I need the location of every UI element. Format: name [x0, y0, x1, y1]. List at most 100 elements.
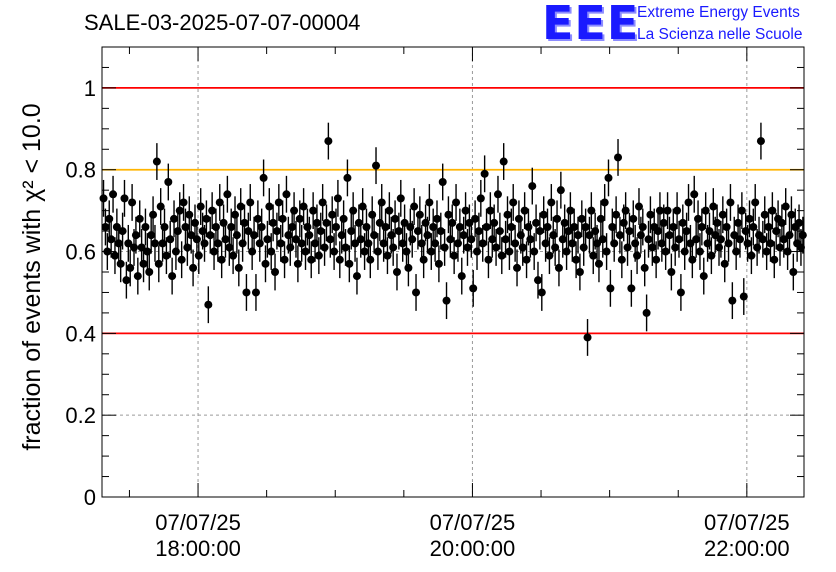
- data-point: [669, 223, 678, 231]
- data-point: [351, 239, 360, 248]
- data-point: [516, 231, 525, 240]
- data-point: [520, 206, 529, 215]
- data-point: [564, 227, 573, 236]
- data-point: [360, 247, 369, 256]
- data-point: [528, 182, 537, 191]
- data-point: [120, 194, 129, 203]
- data-point: [423, 231, 432, 240]
- data-point: [665, 231, 674, 240]
- data-point: [690, 190, 699, 199]
- data-point: [272, 227, 281, 236]
- data-point: [263, 235, 272, 244]
- data-point: [118, 227, 127, 236]
- data-point: [621, 206, 630, 215]
- data-point: [419, 255, 428, 264]
- data-point: [633, 251, 642, 260]
- data-point: [766, 239, 775, 248]
- data-point: [785, 231, 794, 240]
- data-point: [671, 243, 680, 252]
- data-point: [654, 227, 663, 236]
- data-point: [377, 198, 386, 207]
- data-point: [187, 231, 196, 240]
- data-point: [745, 214, 754, 223]
- data-point: [726, 198, 735, 207]
- data-point: [463, 243, 472, 252]
- data-point: [432, 214, 441, 223]
- data-point: [593, 239, 602, 248]
- data-point: [644, 235, 653, 244]
- data-point: [659, 218, 668, 227]
- x-tick-time: 22:00:00: [704, 536, 790, 561]
- data-point: [255, 239, 264, 248]
- data-point: [301, 247, 310, 256]
- data-point: [389, 243, 398, 252]
- data-point: [299, 202, 308, 211]
- data-point: [406, 223, 415, 231]
- data-point: [276, 239, 285, 248]
- data-point: [267, 247, 276, 256]
- data-point: [589, 251, 598, 260]
- data-point: [322, 218, 331, 227]
- data-point: [354, 218, 363, 227]
- data-point: [330, 247, 339, 256]
- data-point: [568, 239, 577, 248]
- data-point: [392, 268, 401, 276]
- data-point: [716, 235, 725, 244]
- data-point: [614, 153, 623, 162]
- data-point: [293, 259, 302, 268]
- data-point: [775, 243, 784, 252]
- data-point: [587, 206, 596, 215]
- data-point: [238, 239, 247, 248]
- data-point: [741, 227, 750, 236]
- data-point: [448, 218, 457, 227]
- data-point: [417, 239, 426, 248]
- data-point: [631, 239, 640, 248]
- data-point: [181, 223, 190, 231]
- data-point: [511, 239, 520, 248]
- y-axis-ticks: 0 0.2 0.4 0.6 0.8 1: [65, 66, 804, 510]
- data-point: [469, 284, 478, 293]
- data-point: [749, 223, 758, 231]
- y-tick-label: 1: [84, 76, 96, 101]
- data-point: [206, 231, 215, 240]
- data-point: [244, 227, 253, 236]
- y-tick-label: 0.2: [65, 403, 96, 428]
- data-point: [682, 227, 691, 236]
- data-point: [581, 223, 590, 231]
- y-tick-label: 0: [84, 485, 96, 510]
- data-point: [707, 251, 716, 260]
- data-point: [760, 210, 769, 219]
- y-tick-label: 0.8: [65, 158, 96, 183]
- data-point: [309, 206, 318, 215]
- data-point: [217, 255, 226, 264]
- data-point: [545, 251, 554, 260]
- data-point: [549, 231, 558, 240]
- data-point: [221, 235, 230, 244]
- data-point: [372, 161, 381, 170]
- data-point: [598, 235, 607, 244]
- data-point: [591, 227, 600, 236]
- data-point: [192, 235, 201, 244]
- data-point: [457, 272, 466, 281]
- data-point: [720, 259, 729, 268]
- data-point: [383, 251, 392, 260]
- data-point: [318, 198, 327, 207]
- data-point: [307, 255, 316, 264]
- data-point: [446, 235, 455, 244]
- data-point: [215, 198, 224, 207]
- data-point: [200, 239, 209, 248]
- data-point: [533, 276, 542, 285]
- data-point: [751, 198, 760, 207]
- data-point: [476, 194, 485, 203]
- data-point: [156, 202, 165, 211]
- data-point: [739, 292, 748, 301]
- data-point: [608, 223, 617, 231]
- data-point: [526, 235, 535, 244]
- y-axis-title: fraction of events with χ² < 10.0: [18, 103, 46, 450]
- data-point: [352, 272, 361, 281]
- data-point: [495, 227, 504, 236]
- data-points: [99, 122, 807, 356]
- data-point: [732, 247, 741, 256]
- data-point: [333, 194, 342, 203]
- data-point: [606, 284, 615, 293]
